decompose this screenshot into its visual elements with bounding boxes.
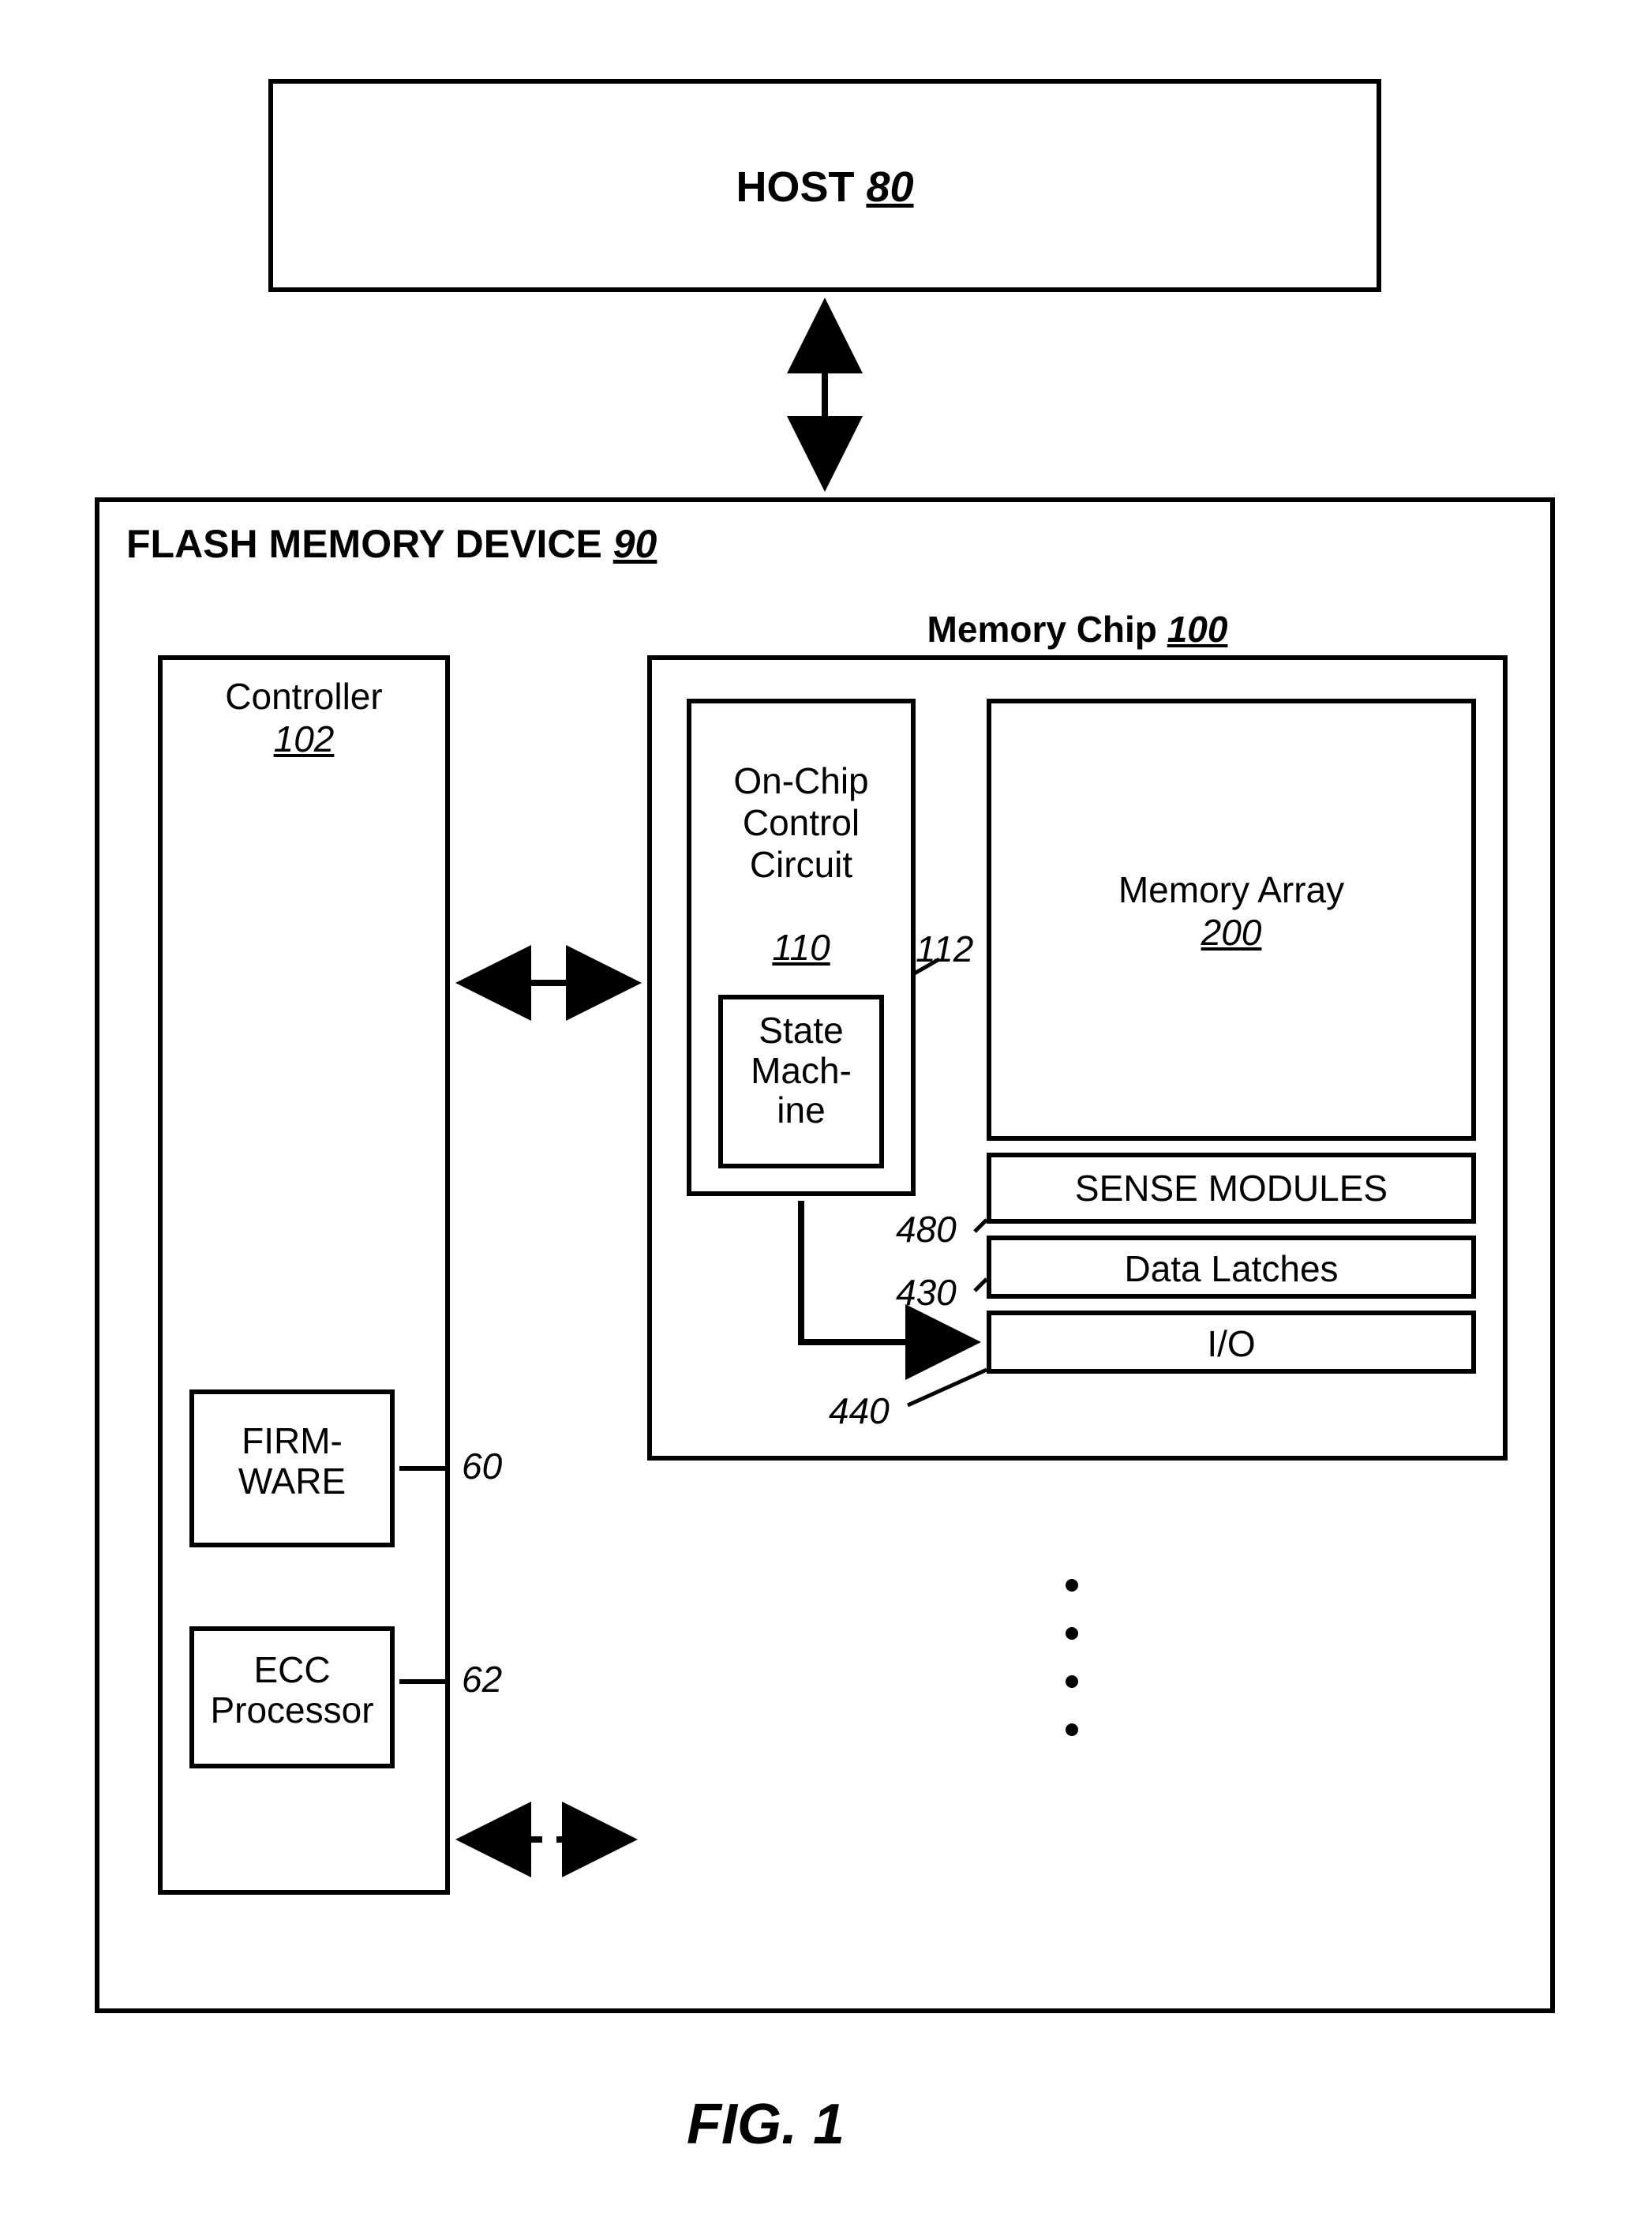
chip-ref: 100 bbox=[1167, 609, 1228, 650]
latches-ref: 430 bbox=[896, 1271, 957, 1314]
firmware-label: FIRM- WARE bbox=[189, 1421, 395, 1501]
device-label: FLASH MEMORY DEVICE bbox=[126, 522, 602, 566]
host-box: HOST 80 bbox=[268, 79, 1381, 292]
sense-ref: 480 bbox=[896, 1208, 957, 1251]
figure-caption: FIG. 1 bbox=[687, 2092, 845, 2157]
device-ref: 90 bbox=[613, 522, 657, 566]
state-label: State Mach- ine bbox=[718, 1011, 884, 1131]
sense-label: SENSE MODULES bbox=[987, 1167, 1476, 1209]
firmware-ref: 60 bbox=[462, 1445, 502, 1487]
array-label: Memory Array bbox=[1118, 869, 1344, 910]
state-machine-ref: 112 bbox=[916, 928, 973, 970]
onchip-label: On-Chip Control Circuit bbox=[733, 760, 868, 885]
array-ref: 200 bbox=[1201, 912, 1262, 953]
chip-label: Memory Chip bbox=[927, 609, 1157, 650]
ellipsis-dots bbox=[1066, 1579, 1078, 1736]
io-label: I/O bbox=[987, 1322, 1476, 1365]
controller-label: Controller bbox=[225, 676, 382, 717]
host-label: HOST bbox=[736, 163, 854, 211]
diagram-canvas: HOST 80 FLASH MEMORY DEVICE 90 Controlle… bbox=[32, 32, 1620, 2188]
ecc-label: ECC Processor bbox=[189, 1650, 395, 1730]
onchip-ref: 110 bbox=[772, 927, 830, 968]
io-ref: 440 bbox=[829, 1389, 890, 1432]
ecc-ref: 62 bbox=[462, 1658, 502, 1701]
controller-ref: 102 bbox=[274, 718, 335, 759]
host-ref: 80 bbox=[866, 163, 913, 211]
latches-label: Data Latches bbox=[987, 1247, 1476, 1290]
